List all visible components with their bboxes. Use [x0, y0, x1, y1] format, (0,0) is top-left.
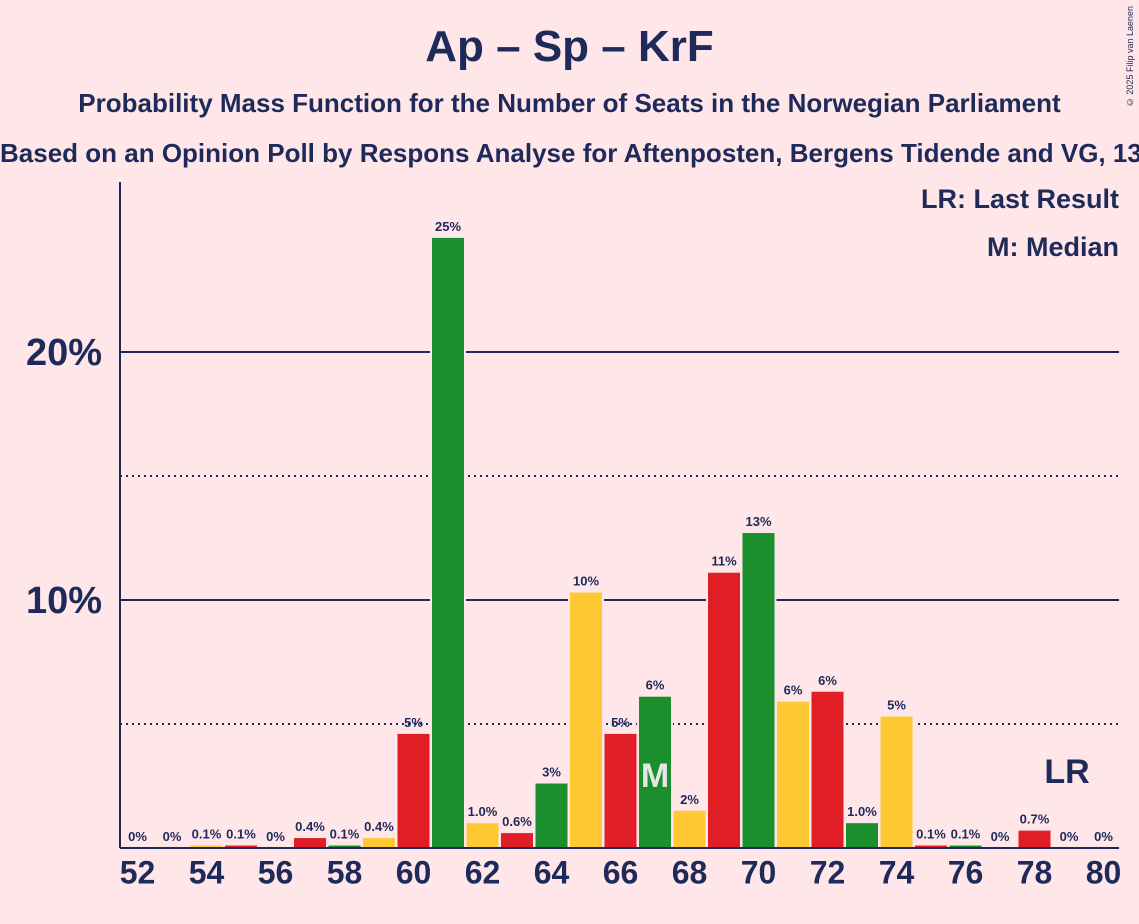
bar-seat-69: [708, 572, 740, 848]
bar-label-71: 6%: [784, 683, 803, 698]
bar-label-69: 11%: [711, 554, 737, 569]
bar-label-70: 13%: [745, 514, 771, 529]
chart-title: Ap – Sp – KrF: [425, 22, 714, 71]
bar-seat-58: [328, 845, 361, 848]
markers: M LR: [641, 753, 1090, 795]
bar-seat-73: [846, 823, 878, 848]
bar-value-labels: 0% 0% 0.1% 0.1% 0% 0.4% 0.1% 0.4% 5% 25% 1.0% 0.6% 3…: [128, 219, 1113, 844]
bar-seat-66: [604, 733, 637, 848]
bar-label-67: 6%: [646, 678, 665, 693]
bar-label-76: 0.1%: [951, 827, 981, 842]
axes: 10% 20% 52 54 56 58 60 62 64 66 68 70 72 74 76 78 80: [26, 182, 1121, 890]
bar-label-60: 5%: [404, 715, 423, 730]
x-tick-label-74: 74: [879, 854, 915, 890]
gridlines: [120, 351, 1119, 725]
bar-seat-72: [811, 691, 844, 848]
x-tick-label-58: 58: [327, 854, 363, 890]
bar-label-52: 0%: [128, 829, 147, 844]
bar-seat-76: [949, 845, 982, 848]
bar-label-74: 5%: [887, 698, 906, 713]
bar-seat-60: [397, 733, 430, 848]
bar-seat-57: [294, 838, 326, 848]
y-tick-label-20: 20%: [26, 332, 102, 374]
x-tick-label-56: 56: [258, 854, 294, 890]
bar-label-58: 0.1%: [330, 827, 360, 842]
chart-subtitle: Probability Mass Function for the Number…: [78, 88, 1061, 118]
bar-label-54: 0.1%: [192, 827, 222, 842]
bars: [188, 235, 1053, 849]
bar-label-66: 5%: [611, 715, 630, 730]
bar-label-80: 0%: [1094, 829, 1113, 844]
x-tick-label-68: 68: [672, 854, 708, 890]
bar-seat-70: [742, 533, 775, 848]
chart-source: Based on an Opinion Poll by Respons Anal…: [0, 138, 1139, 168]
bar-label-57: 0.4%: [295, 819, 325, 834]
last-result-marker: LR: [1044, 753, 1089, 791]
legend-median: M: Median: [987, 232, 1119, 262]
bar-label-53: 0%: [163, 829, 182, 844]
bar-label-59: 0.4%: [364, 819, 394, 834]
bar-seat-68: [673, 810, 706, 848]
bar-seat-54: [190, 845, 223, 848]
x-tick-label-62: 62: [465, 854, 501, 890]
bar-label-63: 0.6%: [502, 814, 532, 829]
bar-seat-61: [432, 237, 464, 849]
x-tick-label-78: 78: [1017, 854, 1053, 890]
x-tick-label-66: 66: [603, 854, 639, 890]
bar-seat-71: [777, 701, 809, 848]
x-tick-label-72: 72: [810, 854, 846, 890]
legend-last-result: LR: Last Result: [920, 184, 1119, 214]
bar-seat-63: [501, 833, 533, 848]
bar-seat-67: [639, 696, 671, 848]
bar-label-55: 0.1%: [226, 827, 256, 842]
bar-label-56: 0%: [266, 829, 285, 844]
bar-label-65: 10%: [573, 574, 599, 589]
bar-seat-62: [466, 823, 499, 848]
x-tick-label-80: 80: [1086, 854, 1122, 890]
x-tick-label-64: 64: [534, 854, 570, 890]
bar-label-73: 1.0%: [847, 804, 877, 819]
bar-label-72: 6%: [818, 673, 837, 688]
bar-label-68: 2%: [680, 792, 699, 807]
x-tick-label-52: 52: [120, 854, 156, 890]
bar-label-75: 0.1%: [916, 827, 946, 842]
median-marker: M: [641, 757, 669, 795]
bar-label-62: 1.0%: [468, 804, 498, 819]
bar-label-79: 0%: [1060, 829, 1079, 844]
bar-seat-64: [535, 783, 568, 848]
x-tick-label-76: 76: [948, 854, 984, 890]
bar-seat-55: [225, 845, 257, 848]
x-tick-label-70: 70: [741, 854, 777, 890]
x-tick-label-54: 54: [189, 854, 225, 890]
bar-label-64: 3%: [542, 765, 561, 780]
bar-seat-78: [1018, 830, 1051, 848]
bar-seat-65: [570, 592, 602, 848]
bar-seat-59: [363, 838, 395, 848]
bar-label-78: 0.7%: [1020, 812, 1050, 827]
bar-seat-75: [915, 845, 947, 848]
bar-seat-74: [880, 716, 913, 848]
x-tick-label-60: 60: [396, 854, 432, 890]
y-tick-label-10: 10%: [26, 580, 102, 622]
bar-label-61: 25%: [435, 219, 461, 234]
bar-label-77: 0%: [991, 829, 1010, 844]
